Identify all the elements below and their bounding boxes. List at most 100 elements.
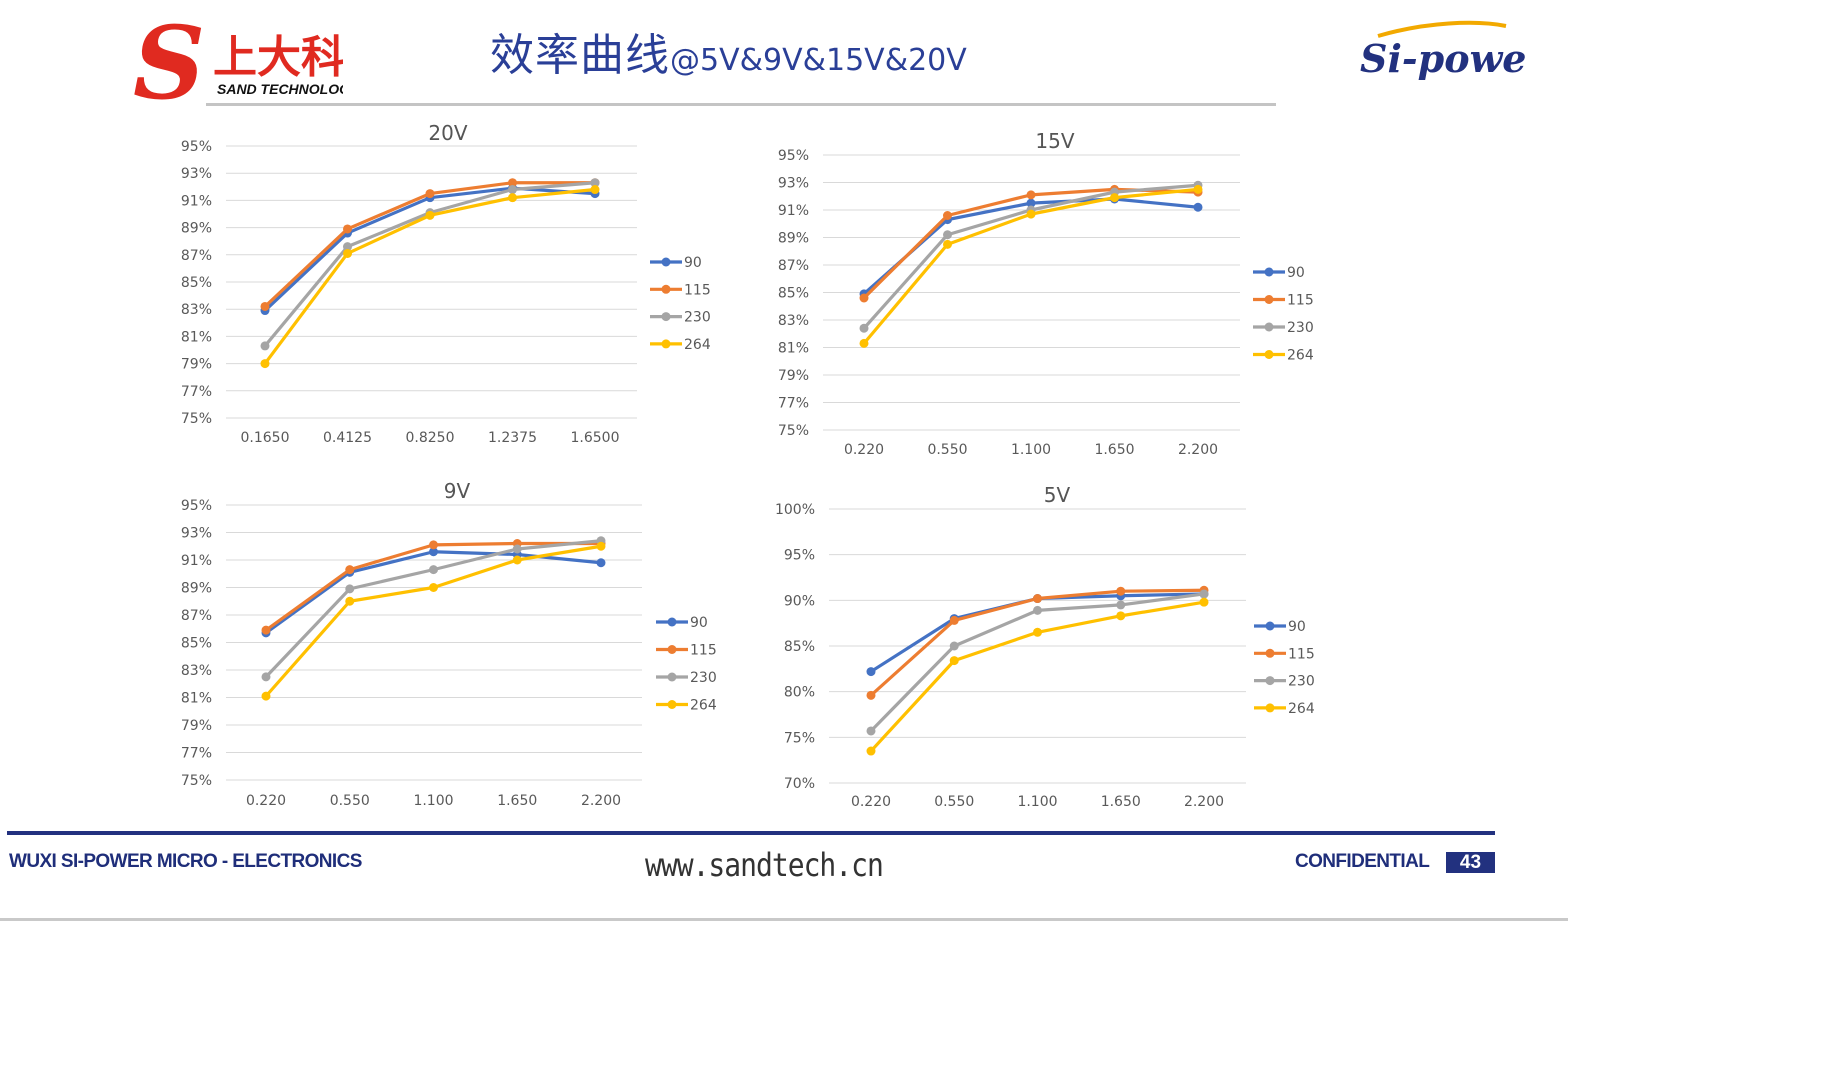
x-tick-label: 1.6500 bbox=[571, 430, 620, 446]
chart-20v: 20V 95% 93% 91% 89% 87% 85% 83% 81% 79% 77% 75% 0.16… bbox=[0, 112, 760, 452]
y-tick-label: 85% bbox=[784, 639, 815, 655]
page-title-voltages: @5V&9V&15V&20V bbox=[670, 43, 967, 78]
legend-marker-264 bbox=[661, 339, 671, 349]
logo-swoosh bbox=[1377, 20, 1507, 38]
legend-label-230: 230 bbox=[1288, 674, 1315, 690]
x-tick-label: 1.100 bbox=[1011, 442, 1051, 458]
chart-title: 9V bbox=[444, 479, 471, 503]
chart-svg: 9V 95% 93% 91% 89% 87% 85% 83% 81% 79% 77% 75% 0.220… bbox=[181, 479, 717, 809]
data-point-230 bbox=[1033, 605, 1042, 615]
data-point-115 bbox=[429, 540, 438, 550]
legend-label-115: 115 bbox=[690, 643, 717, 659]
y-tick-label: 95% bbox=[181, 139, 212, 155]
y-tick-label: 80% bbox=[784, 685, 815, 701]
data-point-230 bbox=[508, 185, 517, 195]
data-point-230 bbox=[260, 341, 270, 351]
legend-label-115: 115 bbox=[1287, 293, 1314, 309]
legend-marker-230 bbox=[661, 312, 671, 322]
y-tick-label: 83% bbox=[778, 313, 809, 329]
x-tick-label: 2.200 bbox=[1184, 794, 1224, 810]
data-point-115 bbox=[943, 211, 952, 220]
data-point-230 bbox=[1116, 600, 1126, 610]
data-point-115 bbox=[866, 690, 876, 700]
legend-label-230: 230 bbox=[1287, 320, 1314, 336]
y-tick-label: 75% bbox=[778, 423, 809, 439]
legend-label-115: 115 bbox=[1288, 646, 1315, 662]
legend-marker-264 bbox=[1264, 350, 1274, 359]
chart-title: 5V bbox=[1044, 483, 1071, 507]
footer-company: WUXI SI-POWER MICRO - ELECTRONICS bbox=[9, 851, 362, 872]
legend-label-264: 264 bbox=[1288, 701, 1315, 717]
y-tick-label: 93% bbox=[778, 176, 809, 192]
data-point-115 bbox=[1033, 594, 1042, 604]
data-point-264 bbox=[1116, 611, 1126, 621]
chart-svg: 20V 95% 93% 91% 89% 87% 85% 83% 81% 79% 77% 75% 0.16… bbox=[181, 121, 711, 446]
data-point-115 bbox=[1116, 586, 1126, 596]
data-point-264 bbox=[1193, 184, 1203, 194]
data-point-264 bbox=[1110, 193, 1119, 203]
legend-marker-115 bbox=[1264, 295, 1274, 304]
data-point-90 bbox=[1193, 202, 1203, 212]
legend-marker-90 bbox=[1265, 621, 1275, 631]
series-line-264 bbox=[869, 600, 1205, 753]
data-point-264 bbox=[343, 248, 352, 258]
data-point-264 bbox=[859, 338, 869, 348]
footer-website: www.sandtech.cn bbox=[645, 846, 884, 884]
data-point-264 bbox=[596, 541, 606, 551]
y-tick-label: 79% bbox=[181, 357, 212, 373]
data-point-115 bbox=[425, 189, 435, 199]
footer-divider bbox=[7, 831, 1495, 835]
data-point-264 bbox=[590, 185, 600, 195]
legend-label-90: 90 bbox=[684, 255, 702, 271]
sand-technology-logo: S 上大科技 SAND TECHNOLOGY bbox=[133, 4, 389, 122]
y-tick-label: 87% bbox=[181, 248, 212, 264]
y-tick-label: 91% bbox=[181, 553, 212, 569]
data-point-264 bbox=[1026, 209, 1036, 219]
legend-marker-264 bbox=[667, 700, 677, 709]
x-tick-label: 0.550 bbox=[330, 793, 370, 809]
x-tick-label: 0.550 bbox=[934, 794, 974, 810]
data-point-264 bbox=[261, 691, 271, 701]
page-number: 43 bbox=[1446, 852, 1495, 873]
data-point-230 bbox=[859, 323, 869, 333]
data-point-264 bbox=[949, 656, 959, 666]
x-tick-label: 2.200 bbox=[1178, 442, 1218, 458]
data-point-115 bbox=[859, 293, 869, 303]
x-tick-label: 0.220 bbox=[851, 794, 891, 810]
legend-label-264: 264 bbox=[684, 337, 711, 353]
y-tick-label: 95% bbox=[181, 498, 212, 514]
y-tick-label: 85% bbox=[778, 286, 809, 302]
data-point-264 bbox=[1033, 627, 1042, 637]
legend-label-264: 264 bbox=[690, 698, 717, 714]
data-point-230 bbox=[512, 544, 522, 554]
data-point-230 bbox=[345, 584, 355, 594]
y-tick-label: 89% bbox=[181, 581, 212, 597]
y-tick-label: 87% bbox=[778, 258, 809, 274]
data-point-264 bbox=[512, 555, 522, 565]
y-tick-label: 77% bbox=[181, 746, 212, 762]
y-tick-label: 75% bbox=[181, 411, 212, 427]
legend-label-90: 90 bbox=[1288, 619, 1306, 635]
data-point-230 bbox=[943, 230, 952, 240]
x-tick-label: 1.2375 bbox=[488, 430, 537, 446]
footer-confidential: CONFIDENTIAL bbox=[1295, 851, 1430, 872]
x-tick-label: 0.220 bbox=[844, 442, 884, 458]
chart-title: 15V bbox=[1035, 129, 1074, 153]
legend-label-264: 264 bbox=[1287, 348, 1314, 364]
y-tick-label: 100% bbox=[775, 502, 815, 518]
data-point-115 bbox=[508, 178, 517, 188]
chart-svg: 5V 100% 95% 90% 85% 80% 75% 70% 0.220 0.550 1.100 1… bbox=[775, 483, 1315, 810]
y-tick-label: 77% bbox=[778, 396, 809, 412]
data-point-264 bbox=[1199, 597, 1209, 607]
data-point-115 bbox=[1026, 190, 1036, 200]
chart-title: 20V bbox=[428, 121, 467, 145]
data-point-264 bbox=[345, 596, 355, 606]
y-tick-label: 95% bbox=[784, 548, 815, 564]
x-tick-label: 1.100 bbox=[413, 793, 453, 809]
x-tick-label: 1.650 bbox=[1101, 794, 1141, 810]
legend-label-115: 115 bbox=[684, 282, 711, 298]
data-point-264 bbox=[425, 210, 435, 220]
logo-name-en: SAND TECHNOLOGY bbox=[217, 81, 343, 97]
chart-9v: 9V 95% 93% 91% 89% 87% 85% 83% 81% 79% 77% 75% 0.220… bbox=[0, 470, 760, 815]
y-tick-label: 79% bbox=[181, 718, 212, 734]
